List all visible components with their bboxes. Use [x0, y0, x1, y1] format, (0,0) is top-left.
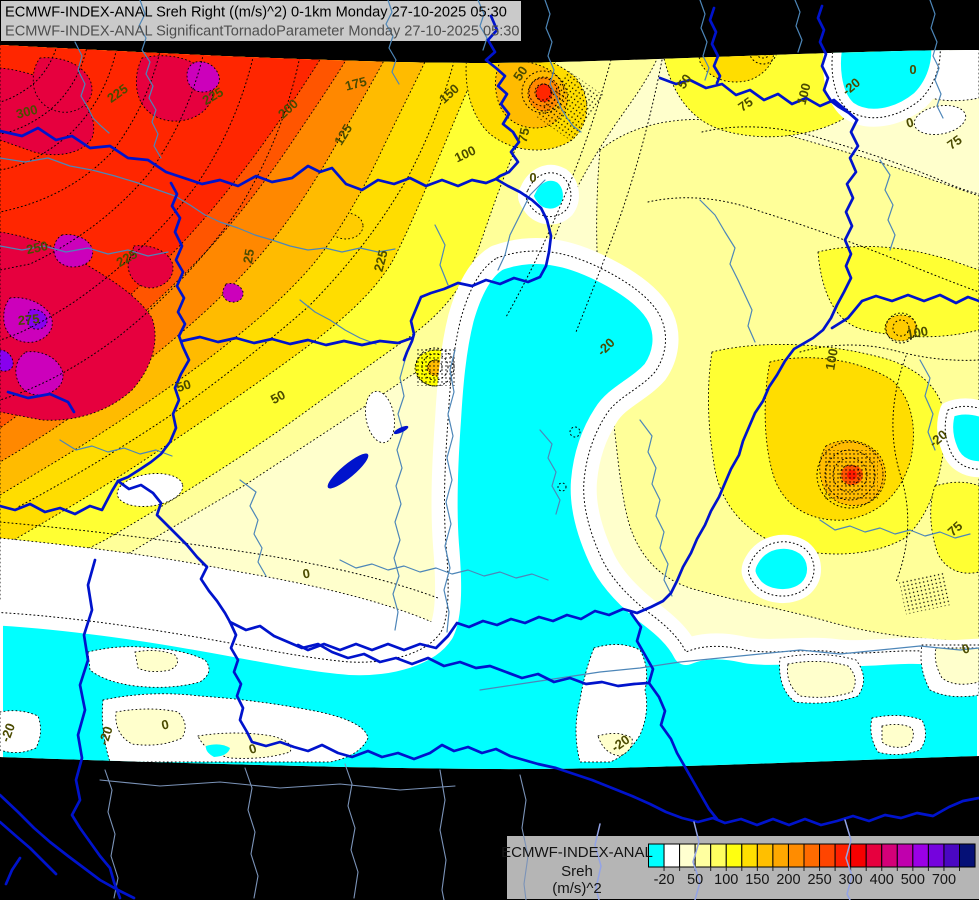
contour-label: 0 — [909, 62, 916, 77]
contour-field — [0, 45, 979, 770]
legend-cell — [943, 843, 961, 868]
contour-label: 100 — [822, 347, 841, 371]
contour-label: 0 — [529, 170, 536, 185]
header-title-line2: ECMWF-INDEX-ANAL SignificantTornadoParam… — [5, 24, 520, 40]
legend-tick-labels: -20 50 100 150 200 250 300 400 500 700 — [654, 872, 956, 888]
legend-cell — [725, 843, 743, 868]
contour-label: 175 — [343, 74, 368, 94]
contour-label: 0 — [160, 717, 170, 733]
contour-label: -20 — [96, 724, 116, 747]
legend-cell — [772, 843, 789, 868]
header-box — [0, 0, 522, 42]
contour-label: 50 — [174, 376, 192, 395]
legend-tick-label: 50 — [687, 872, 703, 888]
contour-label: -20 — [0, 721, 18, 744]
contour-label: 250 — [25, 238, 49, 257]
contour-label: 225 — [371, 248, 391, 273]
contour-label: 50 — [510, 63, 531, 83]
legend-cell — [959, 843, 976, 868]
legend-cell — [663, 843, 681, 868]
legend-colorbar — [648, 843, 976, 871]
legend-cell — [756, 843, 774, 868]
legend-tick-label: -20 — [654, 872, 675, 888]
legend-title: ECMWF-INDEX-ANAL — [501, 844, 653, 861]
lake-balaton — [327, 453, 369, 489]
legend-tick-label: 200 — [776, 872, 800, 888]
legend-cell — [912, 843, 929, 868]
contour-label: 75 — [515, 126, 533, 143]
contour-label: 0 — [301, 566, 311, 582]
header-bar — [0, 0, 522, 42]
legend-cell — [787, 843, 805, 868]
legend-units: (m/s)^2 — [552, 880, 602, 897]
contour-label: 0 — [247, 740, 259, 757]
legend-parameter: Sreh — [561, 863, 593, 880]
contour-label: 0 — [960, 640, 972, 657]
legend-tick-label: 300 — [839, 872, 863, 888]
contour-label: 50 — [674, 71, 695, 91]
contour-label: 75 — [735, 94, 755, 115]
legend-cell — [850, 843, 867, 868]
legend-tick-label: 700 — [932, 872, 956, 888]
contour-label: 50 — [268, 387, 288, 407]
legend-cell — [881, 843, 898, 868]
contour-label: 75 — [944, 132, 964, 153]
legend-tick-label: 250 — [807, 872, 831, 888]
contour-label: 275 — [17, 311, 40, 328]
contour-label: 100 — [905, 323, 929, 342]
legend-tick-label: 100 — [714, 872, 738, 888]
header-title-line1: ECMWF-INDEX-ANAL Sreh Right ((m/s)^2) 0-… — [5, 5, 507, 21]
legend-cell — [896, 843, 914, 868]
legend-tick-label: 500 — [901, 872, 925, 888]
contour-label: 300 — [14, 102, 39, 122]
lake-velence — [393, 425, 409, 435]
legend-cell — [865, 843, 883, 868]
contour-label: 0 — [904, 114, 915, 130]
legend-tick-label: 150 — [745, 872, 769, 888]
legend-cell — [927, 843, 945, 868]
contour-label: 25 — [240, 248, 257, 265]
legend-cell — [710, 843, 727, 868]
legend-cell — [741, 843, 758, 868]
legend-tick-label: 400 — [870, 872, 894, 888]
legend-cell — [803, 843, 821, 868]
legend-cell — [819, 843, 836, 868]
legend-panel — [507, 836, 979, 899]
contour-label: 100 — [794, 81, 814, 106]
